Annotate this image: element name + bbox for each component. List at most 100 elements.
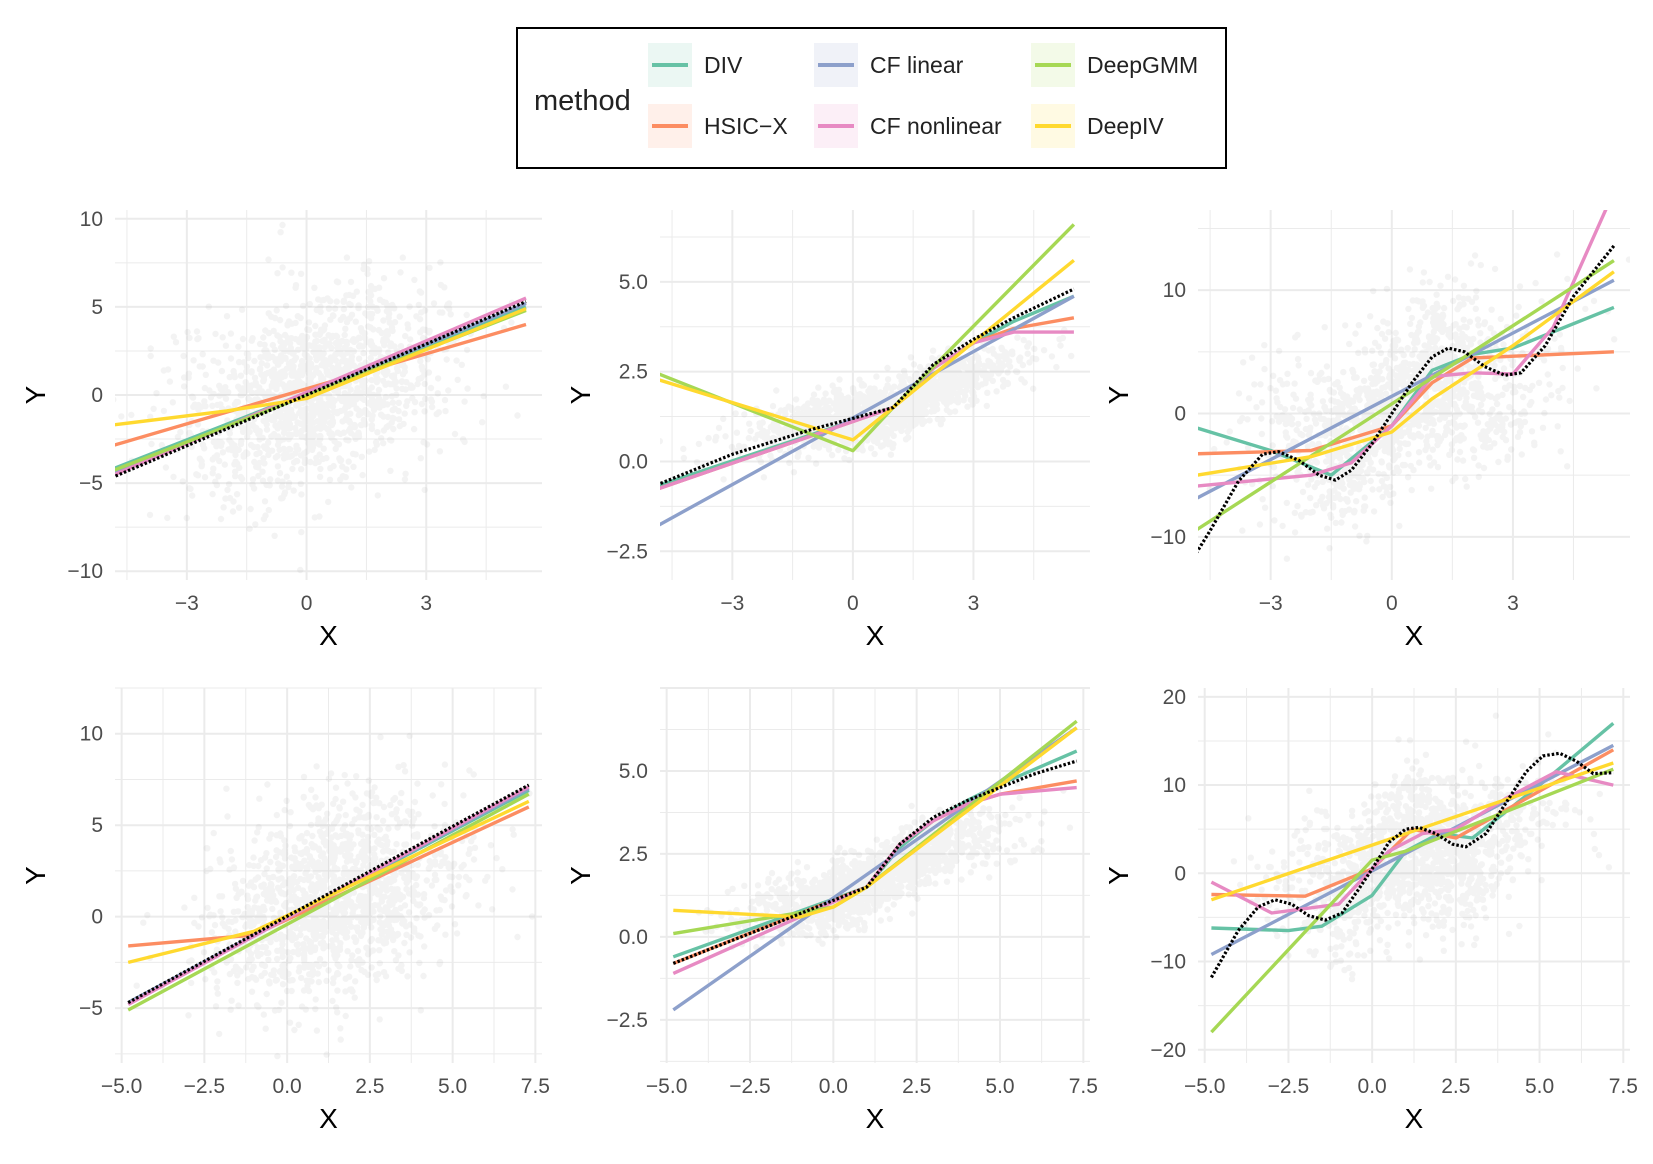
x-tick-label: 0.0 [273, 1075, 302, 1098]
x-axis-title: X [319, 620, 338, 651]
y-tick-label: 10 [80, 208, 103, 231]
legend-key-hsic-x [648, 104, 692, 148]
x-tick-label: −5.0 [101, 1075, 142, 1098]
series-line-deepgmm [1210, 767, 1614, 1034]
series-line-cf-nonlinear [115, 296, 527, 477]
series-line-deepiv [1198, 270, 1615, 477]
x-tick-label: −2.5 [729, 1075, 770, 1098]
x-tick-label: 3 [1507, 592, 1519, 615]
x-tick-label: 0 [847, 592, 859, 615]
legend-title: method [534, 85, 631, 117]
y-axis-title: Y [20, 866, 51, 885]
y-tick-label: −10 [1150, 526, 1186, 549]
scatter-cloud [660, 326, 1075, 483]
legend-key-div [648, 43, 692, 87]
x-axis-title: X [866, 620, 885, 651]
true-function-line [1198, 244, 1616, 554]
scatter-points [660, 326, 1075, 483]
y-axis-title: Y [565, 866, 596, 885]
series-line-deepgmm [127, 792, 530, 1012]
x-axis-title: X [319, 1103, 338, 1134]
legend-label-deepgmm: DeepGMM [1087, 52, 1199, 78]
scatter-cloud [1206, 251, 1630, 562]
y-tick-label: 20 [1163, 686, 1186, 709]
true-function-line [115, 300, 527, 479]
x-axis-title: X [866, 1103, 885, 1134]
panel-r1-c2: −3 0 3 −2.5 0.0 2.5 5.0 X Y [565, 210, 1090, 651]
y-tick-label: 2.5 [619, 843, 648, 866]
x-tick-label: 5.0 [438, 1075, 467, 1098]
y-axis-title: Y [1103, 866, 1134, 885]
legend-key-cf-nonlinear [814, 104, 858, 148]
scatter-cloud [1230, 712, 1613, 983]
y-tick-label: −5 [79, 997, 103, 1020]
y-tick-label: 0 [1174, 862, 1186, 885]
x-axis-title: X [1405, 620, 1424, 651]
legend-label-cf-nonlinear: CF nonlinear [870, 113, 1002, 139]
y-tick-label: 0.0 [619, 450, 648, 473]
x-tick-label: 2.5 [355, 1075, 384, 1098]
y-tick-label: −10 [1150, 951, 1186, 974]
x-tick-label: −3 [1259, 592, 1283, 615]
series-line-deepgmm [1198, 259, 1615, 531]
x-tick-label: 7.5 [521, 1075, 550, 1098]
scatter-points [1206, 251, 1630, 562]
x-tick-label: −3 [720, 592, 744, 615]
true-function-line [1210, 751, 1614, 979]
x-tick-label: 7.5 [1609, 1075, 1638, 1098]
legend-label-cf-linear: CF linear [870, 52, 964, 78]
y-tick-label: 5 [91, 814, 103, 837]
legend-key-deepgmm [1031, 43, 1075, 87]
y-axis-title: Y [20, 385, 51, 404]
series-line-deepiv [673, 726, 1078, 919]
y-tick-label: −10 [67, 560, 103, 583]
x-tick-label: −2.5 [1268, 1075, 1309, 1098]
legend-label-div: DIV [704, 52, 743, 78]
y-axis-title: Y [1103, 385, 1134, 404]
series-line-cf-linear [1198, 278, 1615, 500]
y-tick-label: 0 [1174, 403, 1186, 426]
legend-label-hsic-x: HSIC−X [704, 113, 788, 139]
series-line-hsic-x [115, 322, 527, 447]
y-tick-label: 10 [80, 723, 103, 746]
x-tick-label: 0.0 [1358, 1075, 1387, 1098]
x-tick-label: 3 [420, 592, 432, 615]
y-tick-label: 2.5 [619, 361, 648, 384]
x-tick-label: −3 [175, 592, 199, 615]
panel-r1-c1: −3 0 3 −10 −5 0 5 10 X Y [20, 208, 542, 651]
true-function-line [127, 783, 530, 1005]
series-line-cf-nonlinear [1210, 770, 1614, 915]
y-axis-title: Y [565, 385, 596, 404]
y-tick-label: 5 [91, 296, 103, 319]
legend-key-deepiv [1031, 104, 1075, 148]
true-function-line [660, 287, 1075, 486]
legend: method DIV HSIC−X CF linear CF nonlinear… [516, 27, 1227, 169]
series-line-deepiv [115, 307, 527, 427]
x-tick-label: 5.0 [985, 1075, 1014, 1098]
y-tick-label: 5.0 [619, 271, 648, 294]
y-tick-label: 0.0 [619, 926, 648, 949]
y-tick-label: 0 [91, 906, 103, 929]
series-line-deepgmm [660, 223, 1076, 453]
y-tick-label: −20 [1150, 1039, 1186, 1062]
x-tick-label: 5.0 [1525, 1075, 1554, 1098]
y-tick-label: 5.0 [619, 760, 648, 783]
panel-r2-c2: −5.0 −2.5 0.0 2.5 5.0 7.5 −2.5 0.0 2.5 5.0 X Y [565, 687, 1098, 1134]
scatter-points [1230, 712, 1613, 983]
series-line-deepiv [1210, 761, 1614, 902]
series-line-deepiv [127, 799, 530, 965]
x-tick-label: −5.0 [1184, 1075, 1225, 1098]
series-line-deepiv [660, 258, 1075, 442]
panel-r2-c3: −5.0 −2.5 0.0 2.5 5.0 7.5 −20 −10 0 10 20 X Y [1103, 686, 1638, 1134]
y-tick-label: 0 [91, 384, 103, 407]
x-tick-label: 0 [1386, 592, 1398, 615]
y-tick-label: 10 [1163, 774, 1186, 797]
series-line-cf-nonlinear [660, 330, 1074, 491]
scatter-cloud [115, 221, 521, 574]
panel-r2-c1: −5.0 −2.5 0.0 2.5 5.0 7.5 −5 0 5 10 X Y [20, 687, 550, 1134]
x-tick-label: −5.0 [646, 1075, 687, 1098]
x-tick-label: 0.0 [819, 1075, 848, 1098]
x-tick-label: 7.5 [1069, 1075, 1098, 1098]
x-tick-label: 2.5 [902, 1075, 931, 1098]
